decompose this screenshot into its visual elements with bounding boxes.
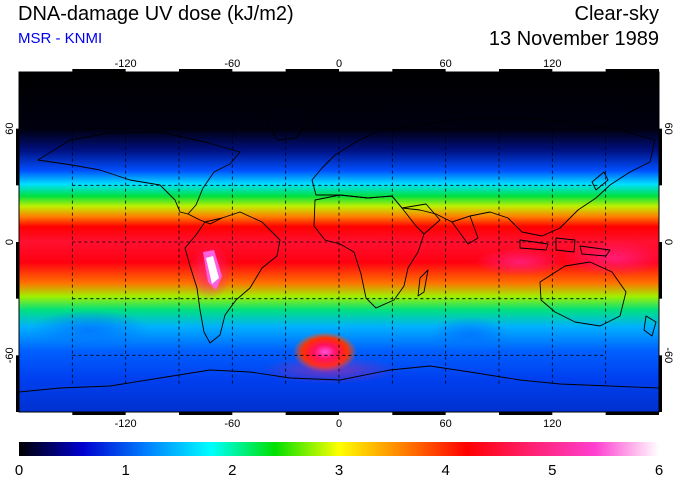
lon-tick-label: 120 — [543, 418, 561, 430]
frame-bar — [16, 355, 19, 412]
lon-tick-label: 60 — [440, 58, 452, 70]
lat-tick-label: 0 — [662, 239, 674, 245]
coastlines — [19, 103, 659, 393]
colorbar-tick-label: 4 — [441, 462, 449, 479]
lon-tick-label: -60 — [224, 418, 240, 430]
lat-tick-label: -60 — [4, 347, 16, 363]
colorbar-tick-label: 5 — [548, 462, 556, 479]
colorbar — [19, 442, 659, 456]
chart-title: DNA-damage UV dose (kJ/m2) — [18, 3, 294, 25]
frame-bar — [392, 69, 446, 72]
lon-tick-label: -120 — [115, 58, 137, 70]
lat-tick-label: 60 — [662, 123, 674, 135]
colorbar-tick-label: 3 — [335, 462, 343, 479]
frame-bar — [659, 128, 662, 186]
sky-condition-label: Clear-sky — [574, 3, 659, 25]
lon-tick-label: 0 — [336, 418, 342, 430]
longitude-labels-top: -120 -60 0 60 120 — [115, 58, 562, 70]
longitude-labels-bottom: -120 -60 0 60 120 — [115, 418, 562, 430]
lat-tick-label: 0 — [4, 239, 16, 245]
frame-bar — [499, 69, 553, 72]
frame-bar — [659, 355, 662, 412]
frame-bar — [605, 412, 659, 415]
frame-bar — [72, 412, 126, 415]
frame-bar — [499, 412, 553, 415]
frame-bar — [16, 128, 19, 186]
frame-bar — [659, 242, 662, 299]
colorbar-tick-label: 2 — [228, 462, 236, 479]
frame-bar — [285, 69, 339, 72]
colorbar-tick-label: 0 — [15, 462, 23, 479]
frame-bar — [72, 69, 126, 72]
lon-tick-label: -60 — [224, 58, 240, 70]
colorbar-labels: 0 1 2 3 4 5 6 — [15, 462, 663, 479]
lon-tick-label: 0 — [336, 58, 342, 70]
frame-bar — [392, 412, 446, 415]
latitude-labels-right: 60 0 -60 — [662, 123, 674, 364]
lat-tick-label: -60 — [662, 347, 674, 363]
frame-bar — [179, 412, 233, 415]
lat-tick-label: 60 — [4, 123, 16, 135]
lon-tick-label: 120 — [543, 58, 561, 70]
colorbar-tick-label: 6 — [655, 462, 663, 479]
frame-bar — [605, 69, 659, 72]
source-label: MSR - KNMI — [18, 30, 103, 47]
date-label: 13 November 1989 — [488, 28, 659, 50]
lon-tick-label: 60 — [440, 418, 452, 430]
lon-tick-label: -120 — [115, 418, 137, 430]
frame-bar — [179, 69, 233, 72]
lat-lon-grid — [71, 128, 607, 384]
latitude-labels-left: 60 0 -60 — [4, 123, 16, 364]
colorbar-tick-label: 1 — [121, 462, 129, 479]
frame-tick-bars — [16, 69, 662, 415]
frame-bar — [285, 412, 339, 415]
frame-bar — [16, 242, 19, 299]
